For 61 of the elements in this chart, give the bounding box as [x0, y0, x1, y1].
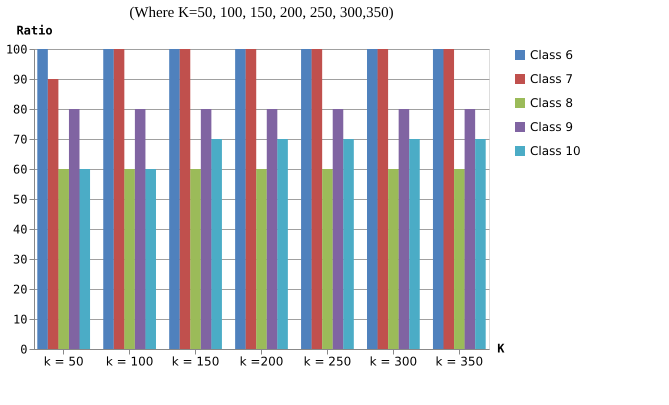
- bar: [37, 49, 48, 349]
- bar: [190, 169, 201, 349]
- y-tick-label: 10: [13, 312, 28, 326]
- y-tick-label: 20: [13, 282, 28, 296]
- bar: [266, 109, 278, 349]
- bar: [432, 49, 444, 349]
- bar: [169, 49, 180, 349]
- y-tick-label: 100: [6, 42, 28, 56]
- y-tick-label: 80: [13, 102, 28, 116]
- bar: [454, 169, 465, 349]
- bar: [475, 139, 486, 349]
- y-tick-label: 0: [20, 342, 28, 356]
- bar: [367, 49, 378, 349]
- y-tick-label: 70: [13, 132, 28, 146]
- bar: [200, 109, 212, 349]
- bar: [277, 139, 288, 349]
- legend-label: Class 7: [530, 72, 574, 86]
- bar: [322, 169, 333, 349]
- y-tick-label: 40: [13, 222, 28, 236]
- bar: [301, 49, 312, 349]
- bar: [114, 49, 124, 349]
- bar: [103, 49, 114, 349]
- bar: [68, 109, 80, 349]
- bar: [180, 49, 190, 349]
- legend-label: Class 6: [530, 48, 574, 62]
- bar: [211, 139, 222, 349]
- x-tick-label: k = 100: [106, 354, 154, 368]
- x-tick-label: k =200: [240, 354, 284, 368]
- x-tick-label: k = 50: [44, 354, 84, 368]
- bar: [145, 169, 156, 349]
- bar: [464, 109, 476, 349]
- x-tick-label: k = 250: [304, 354, 352, 368]
- legend-label: Class 10: [530, 144, 581, 158]
- y-tick-label: 60: [13, 162, 28, 176]
- x-tick-label: k = 350: [436, 354, 484, 368]
- bar: [48, 79, 58, 349]
- bar: [398, 109, 410, 349]
- bar: [388, 169, 399, 349]
- bar: [332, 109, 344, 349]
- y-tick-label: 30: [13, 252, 28, 266]
- bar: [246, 49, 256, 349]
- bar: [124, 169, 135, 349]
- bar: [58, 169, 69, 349]
- bar: [409, 139, 420, 349]
- bar: [378, 49, 388, 349]
- bar: [134, 109, 146, 349]
- legend-label: Class 8: [530, 96, 574, 110]
- x-axis-title: K: [497, 342, 506, 356]
- bar: [256, 169, 267, 349]
- bar: [444, 49, 454, 349]
- x-tick-label: k = 150: [172, 354, 220, 368]
- bar: [312, 49, 322, 349]
- y-axis-title: Ratio: [16, 24, 53, 38]
- chart-title: (Where K=50, 100, 150, 200, 250, 300,350): [129, 5, 394, 21]
- bar: [343, 139, 354, 349]
- legend-label: Class 9: [530, 120, 574, 134]
- x-tick-label: k = 300: [370, 354, 418, 368]
- bar: [235, 49, 246, 349]
- bar: [80, 169, 90, 349]
- y-tick-label: 50: [13, 192, 28, 206]
- y-tick-label: 90: [13, 72, 28, 86]
